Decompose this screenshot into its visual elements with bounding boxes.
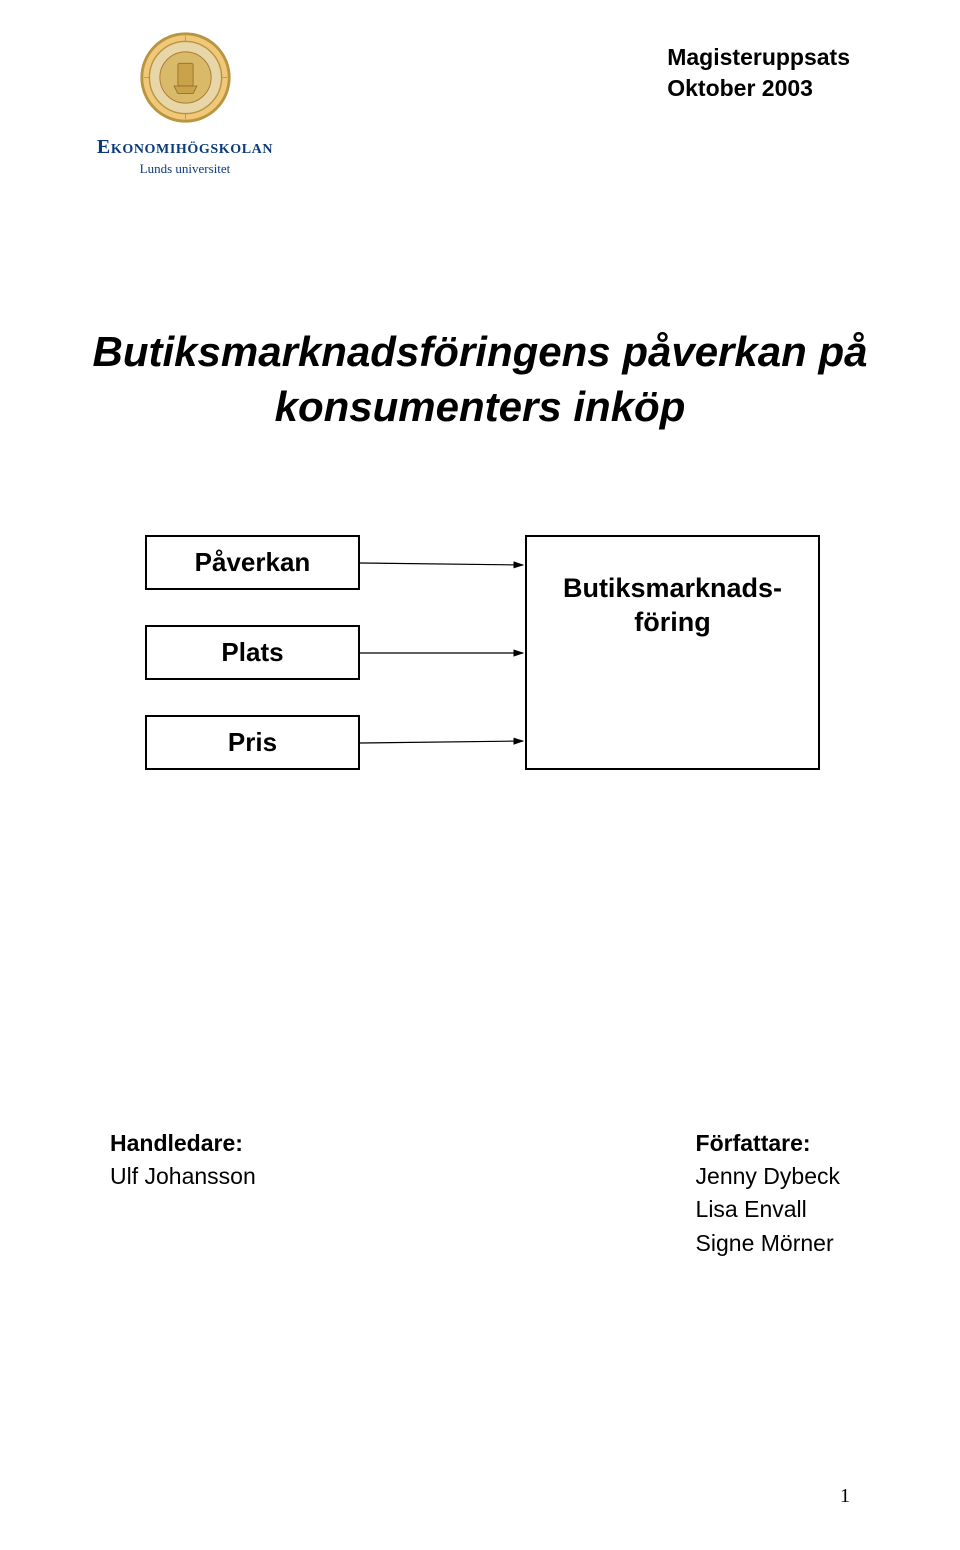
diagram-node-butiksmarknadsforing: Butiksmarknads-föring bbox=[525, 535, 820, 770]
university-seal-icon bbox=[138, 30, 233, 125]
diagram-node-plats: Plats bbox=[145, 625, 360, 680]
diagram-node-label: Påverkan bbox=[195, 547, 311, 578]
authors-block: Författare: Jenny Dybeck Lisa Envall Sig… bbox=[696, 1127, 840, 1260]
university-name: Lunds universitet bbox=[70, 161, 300, 177]
page: Ekonomihögskolan Lunds universitet Magis… bbox=[0, 0, 960, 1550]
author-name: Lisa Envall bbox=[696, 1193, 840, 1226]
diagram-node-label: Butiksmarknads-föring bbox=[563, 572, 782, 640]
supervisor-block: Handledare: Ulf Johansson bbox=[110, 1127, 256, 1260]
diagram-node-label: Plats bbox=[221, 637, 283, 668]
author-name: Jenny Dybeck bbox=[696, 1160, 840, 1193]
diagram-node-label: Pris bbox=[228, 727, 277, 758]
school-name: Ekonomihögskolan bbox=[70, 136, 300, 159]
supervisor-label: Handledare: bbox=[110, 1127, 256, 1160]
doc-date: Oktober 2003 bbox=[667, 73, 850, 104]
doc-type: Magisteruppsats bbox=[667, 42, 850, 73]
concept-diagram: Påverkan Plats Pris Butiksmarknads-förin… bbox=[145, 535, 825, 825]
author-name: Signe Mörner bbox=[696, 1227, 840, 1260]
institution-logo-block: Ekonomihögskolan Lunds universitet bbox=[70, 30, 300, 177]
title-line-1: Butiksmarknadsföringens påverkan på bbox=[0, 325, 960, 380]
document-meta: Magisteruppsats Oktober 2003 bbox=[667, 42, 850, 104]
title-line-2: konsumenters inköp bbox=[0, 380, 960, 435]
credits-section: Handledare: Ulf Johansson Författare: Je… bbox=[110, 1127, 840, 1260]
diagram-node-paverkan: Påverkan bbox=[145, 535, 360, 590]
authors-label: Författare: bbox=[696, 1127, 840, 1160]
supervisor-name: Ulf Johansson bbox=[110, 1160, 256, 1193]
diagram-node-pris: Pris bbox=[145, 715, 360, 770]
document-title: Butiksmarknadsföringens påverkan på kons… bbox=[0, 325, 960, 434]
page-number: 1 bbox=[840, 1485, 850, 1508]
